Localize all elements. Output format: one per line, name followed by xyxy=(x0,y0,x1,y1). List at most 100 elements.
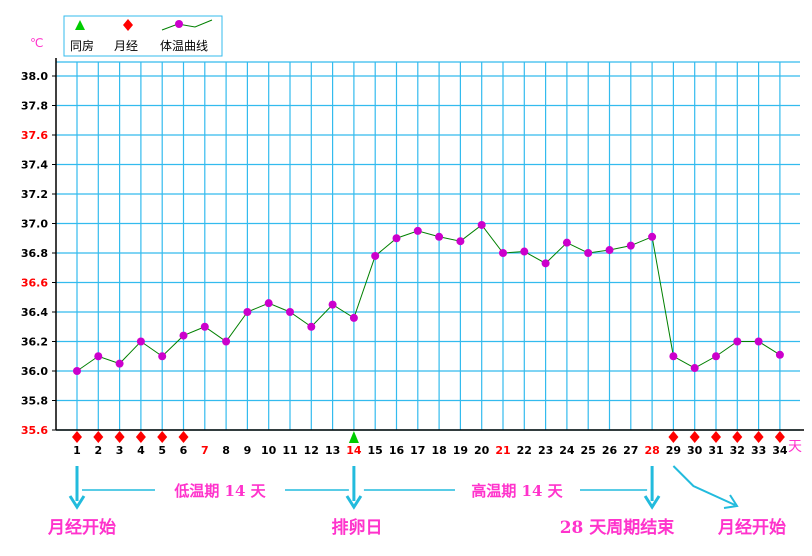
menstruation-start-label-2: 月经开始 xyxy=(717,517,786,538)
legend-triangle-icon xyxy=(75,20,85,30)
annotation-layer: 低温期 14 天 高温期 14 天 月经开始 排卵日 28 天周期结束 月经开始 xyxy=(47,465,786,538)
data-point xyxy=(520,247,529,256)
arrow-cycle-end-head xyxy=(643,495,661,510)
x-tick-label: 32 xyxy=(730,444,745,457)
x-tick-label: 27 xyxy=(623,444,638,457)
x-tick-label: 6 xyxy=(180,444,188,457)
menstruation-marker xyxy=(732,431,743,443)
low-phase-label: 低温期 14 天 xyxy=(173,482,266,500)
menstruation-marker xyxy=(114,431,125,443)
data-point xyxy=(648,232,657,241)
arrow-next-menstruation-shaft xyxy=(672,465,736,506)
data-point xyxy=(562,238,571,247)
x-tick-label: 13 xyxy=(325,444,340,457)
y-tick-label: 37.2 xyxy=(21,188,48,201)
data-point xyxy=(371,251,380,260)
data-point xyxy=(541,259,550,268)
x-tick-label: 24 xyxy=(559,444,575,457)
data-point xyxy=(392,234,401,243)
data-point xyxy=(775,350,784,359)
grid-layer xyxy=(56,61,800,431)
data-point xyxy=(499,249,507,257)
menstruation-marker xyxy=(157,431,168,443)
data-point xyxy=(328,300,337,309)
x-tick-label: 12 xyxy=(304,444,319,457)
x-tick-label: 10 xyxy=(261,444,277,457)
menstruation-marker xyxy=(93,431,104,443)
x-tick-label: 14 xyxy=(346,444,362,457)
y-tick-label: 37.8 xyxy=(21,100,48,113)
y-tick-label: 35.8 xyxy=(21,395,48,408)
legend-box xyxy=(63,15,223,57)
arrow-menstruation-start-head xyxy=(68,495,86,510)
y-tick-label: 37.0 xyxy=(21,218,48,231)
series-line-layer xyxy=(76,224,781,372)
x-tick-label: 18 xyxy=(431,444,446,457)
x-tick-label: 34 xyxy=(772,444,788,457)
arrow-next-menstruation-head xyxy=(723,494,739,509)
data-point xyxy=(669,352,678,361)
data-point xyxy=(136,337,145,346)
legend-label-intercourse: 同房 xyxy=(70,38,94,53)
data-point xyxy=(413,226,422,235)
legend: 同房 月经 体温曲线 xyxy=(63,15,223,57)
arrow-ovulation-head xyxy=(345,495,363,510)
data-point xyxy=(94,352,103,361)
x-tick-label: 17 xyxy=(410,444,425,457)
data-point xyxy=(158,352,167,361)
data-point xyxy=(200,322,209,331)
legend-line-icon xyxy=(161,19,213,31)
x-tick-label: 11 xyxy=(282,444,297,457)
x-tick-label: 1 xyxy=(73,444,81,457)
x-tick-label: 2 xyxy=(94,444,102,457)
y-tick-label: 37.6 xyxy=(21,129,48,142)
data-point xyxy=(477,220,486,229)
x-tick-label: 22 xyxy=(517,444,532,457)
data-point xyxy=(307,322,316,331)
x-tick-label: 3 xyxy=(116,444,124,457)
data-point xyxy=(584,249,593,257)
data-point xyxy=(733,337,742,346)
x-tick-label: 16 xyxy=(389,444,405,457)
data-point xyxy=(286,308,294,316)
ovulation-day-label: 排卵日 xyxy=(332,517,383,538)
x-tick-label: 30 xyxy=(687,444,703,457)
menstruation-marker xyxy=(689,431,700,443)
x-tick-label: 21 xyxy=(495,444,510,457)
data-point xyxy=(690,364,699,373)
data-point xyxy=(626,241,635,250)
y-tick-label: 38.0 xyxy=(21,70,48,83)
legend-diamond-icon xyxy=(123,19,133,31)
y-tick-label: 35.6 xyxy=(21,424,48,437)
x-tick-label: 29 xyxy=(666,444,681,457)
data-point xyxy=(456,237,465,246)
x-tick-label: 5 xyxy=(158,444,166,457)
legend-dot-icon xyxy=(175,20,183,28)
data-point xyxy=(349,313,358,322)
series-points-layer xyxy=(73,220,784,375)
x-tick-label: 20 xyxy=(474,444,490,457)
cycle-end-label: 28 天周期结束 xyxy=(560,517,675,538)
x-tick-label: 9 xyxy=(244,444,252,457)
x-tick-label: 4 xyxy=(137,444,145,457)
data-point xyxy=(222,337,231,346)
y-unit-label: ℃ xyxy=(30,36,43,50)
x-tick-label: 8 xyxy=(222,444,230,457)
x-tick-label: 23 xyxy=(538,444,553,457)
menstruation-marker xyxy=(711,431,721,443)
data-point xyxy=(264,299,273,308)
intercourse-marker xyxy=(348,431,359,443)
data-point xyxy=(754,337,763,346)
y-tick-label: 37.4 xyxy=(21,159,48,172)
menstruation-marker xyxy=(72,431,82,443)
x-tick-label: 31 xyxy=(708,444,723,457)
x-tick-label: 25 xyxy=(581,444,596,457)
high-phase-label: 高温期 14 天 xyxy=(471,482,563,500)
menstruation-marker xyxy=(774,431,785,443)
y-tick-label: 36.6 xyxy=(21,277,48,290)
x-tick-label: 19 xyxy=(453,444,468,457)
y-tick-label: 36.0 xyxy=(21,365,48,378)
menstruation-marker xyxy=(753,431,764,443)
